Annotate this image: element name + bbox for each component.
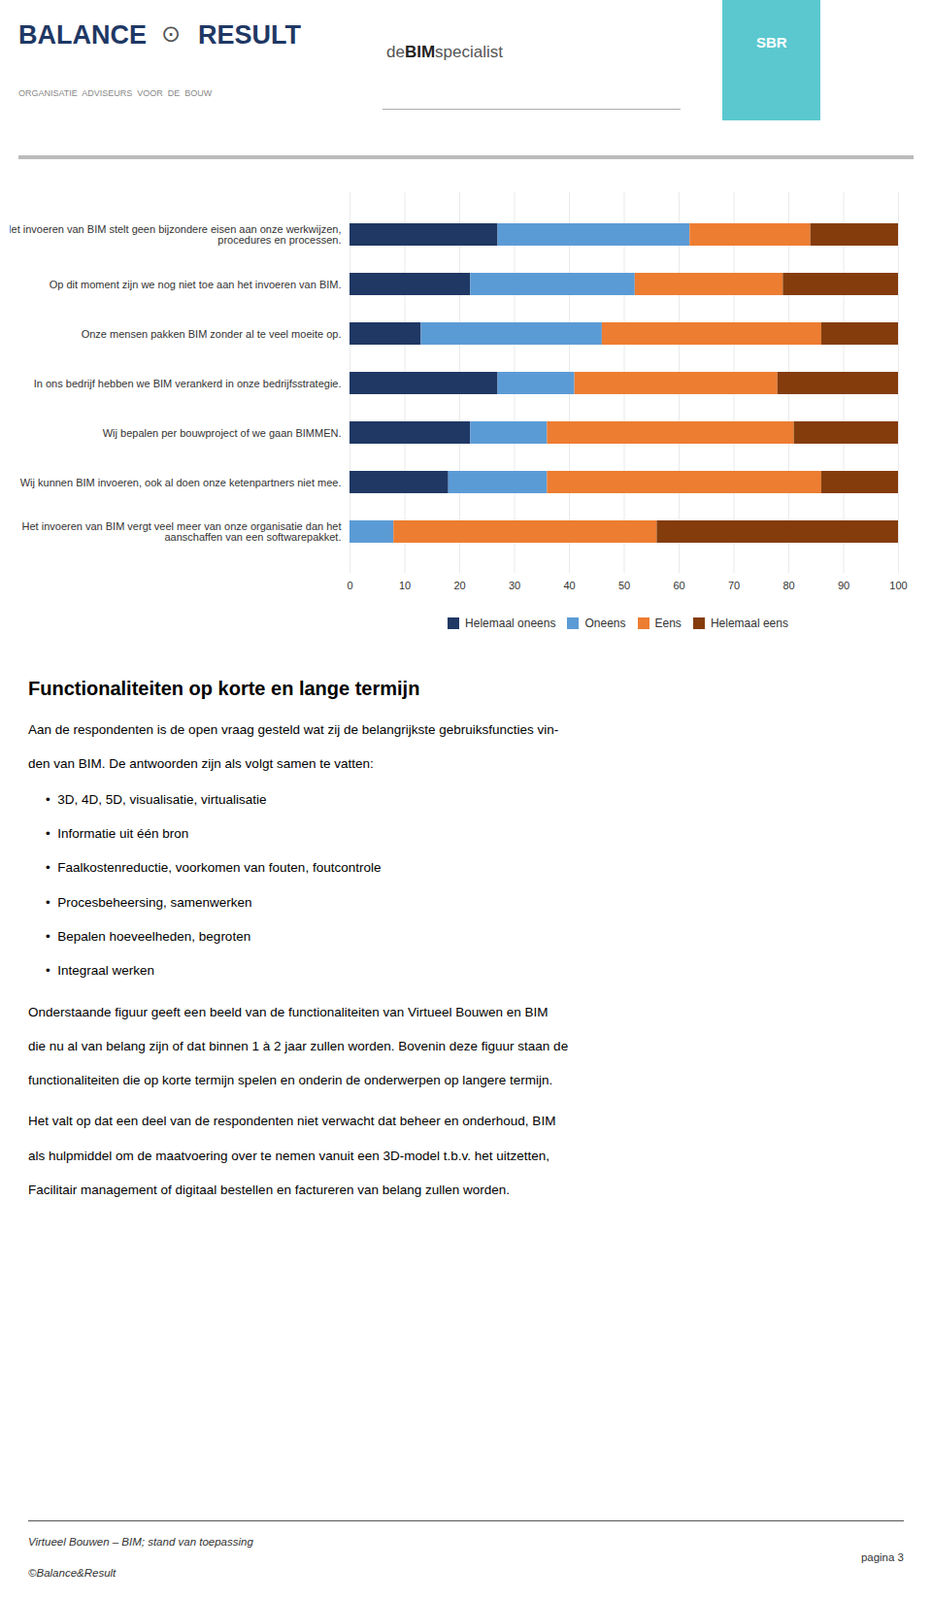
svg-text:60: 60 xyxy=(672,579,685,592)
svg-text:50: 50 xyxy=(618,579,631,592)
html-text:• Faalkostenreductie, voorkome: • Faalkostenreductie, voorkomen van fout… xyxy=(45,860,381,876)
svg-text:0: 0 xyxy=(346,579,353,592)
html-text:SBR: SBR xyxy=(756,33,788,51)
html-text:• Integraal werken: • Integraal werken xyxy=(45,963,155,978)
svg-text:20: 20 xyxy=(453,579,466,592)
html-text:als hulpmiddel om de maatvoeri: als hulpmiddel om de maatvoering over te… xyxy=(28,1148,550,1163)
svg-text:Wij kunnen BIM invoeren, ook a: Wij kunnen BIM invoeren, ook al doen onz… xyxy=(20,476,342,489)
html-text:pagina 3: pagina 3 xyxy=(861,1551,904,1564)
html-text:de BIM specialist: de BIM specialist xyxy=(386,42,503,62)
html-text:RESULT: RESULT xyxy=(198,20,301,50)
html-text:Aan de respondenten is de open: Aan de respondenten is de open vraag ges… xyxy=(28,721,559,737)
svg-text:70: 70 xyxy=(728,579,740,592)
html-text:Het valt op dat een deel van d: Het valt op dat een deel van de responde… xyxy=(28,1113,556,1129)
svg-text:In ons bedrijf hebben we BIM v: In ons bedrijf hebben we BIM verankerd i… xyxy=(33,377,342,390)
svg-text:100: 100 xyxy=(889,579,907,592)
svg-text:10: 10 xyxy=(399,579,411,592)
html-text:Virtueel Bouwen – BIM; stand v: Virtueel Bouwen – BIM; stand van toepass… xyxy=(28,1535,254,1548)
html-text:©Balance&Result: ©Balance&Result xyxy=(28,1566,116,1579)
html-text:• Procesbeheersing, samenwerke: • Procesbeheersing, samenwerken xyxy=(45,894,253,910)
html-text:den van BIM. De antwoorden zij: den van BIM. De antwoorden zijn als volg… xyxy=(28,756,374,771)
html-text:• Bepalen hoeveelheden, begrot: • Bepalen hoeveelheden, begroten xyxy=(45,929,251,944)
html-text:Onderstaande figuur geeft een: Onderstaande figuur geeft een beeld van … xyxy=(28,1004,549,1019)
svg-text:Onze mensen pakken BIM zonder: Onze mensen pakken BIM zonder al te veel… xyxy=(81,328,342,340)
html-text:Eens: Eens xyxy=(654,615,682,630)
html-text:ORGANISATIE ADVISEURS VOOR DE: ORGANISATIE ADVISEURS VOOR DE BOUW xyxy=(18,88,213,99)
html-text:Facilitair management of digit: Facilitair management of digitaal bestel… xyxy=(28,1182,510,1197)
svg-text:40: 40 xyxy=(563,579,575,592)
html-text:die nu al van belang zijn of d: die nu al van belang zijn of dat binnen … xyxy=(28,1038,569,1054)
html-text:Functionaliteiten op korte en: Functionaliteiten op korte en lange term… xyxy=(28,677,420,699)
html-text:BALANCE: BALANCE xyxy=(18,20,147,50)
html-text:Helemaal eens: Helemaal eens xyxy=(710,615,789,630)
svg-text:Het invoeren van BIM stelt gee: Het invoeren van BIM stelt geen bijzonde… xyxy=(9,223,342,246)
html-text:Oneens: Oneens xyxy=(584,615,626,630)
svg-text:Het invoeren van BIM vergt vee: Het invoeren van BIM vergt veel meer van… xyxy=(22,520,342,543)
svg-text:Wij bepalen per bouwproject of: Wij bepalen per bouwproject of we gaan B… xyxy=(102,427,342,439)
svg-text:Op dit moment zijn we nog niet: Op dit moment zijn we nog niet toe aan h… xyxy=(49,278,342,291)
svg-text:90: 90 xyxy=(837,579,850,592)
html-text:functionaliteiten die op korte: functionaliteiten die op korte termijn s… xyxy=(28,1072,553,1088)
svg-text:80: 80 xyxy=(782,579,795,592)
svg-text:30: 30 xyxy=(508,579,521,592)
html-text:• 3D, 4D, 5D, visualisatie, vi: • 3D, 4D, 5D, visualisatie, virtualisati… xyxy=(45,792,267,807)
html-text:• Informatie uit één bron: • Informatie uit één bron xyxy=(45,826,189,841)
html-text:Helemaal oneens: Helemaal oneens xyxy=(465,615,556,630)
